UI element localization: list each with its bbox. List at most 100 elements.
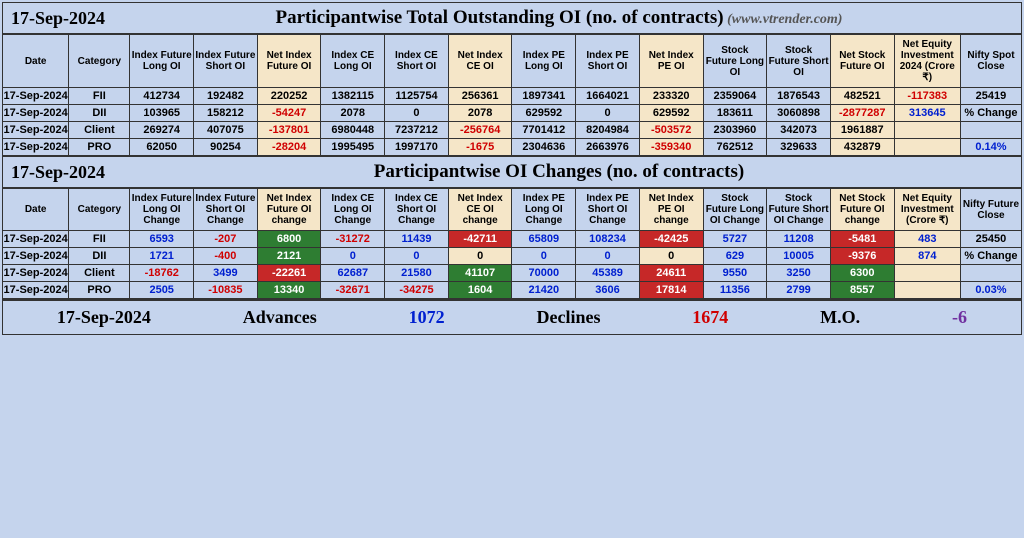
cell-value: 11439 bbox=[385, 231, 449, 248]
cell-value bbox=[960, 122, 1021, 139]
cell-value: 0 bbox=[385, 105, 449, 122]
cell-value: -22261 bbox=[257, 265, 321, 282]
cell-value: -10835 bbox=[194, 282, 258, 299]
oi-changes-table: DateCategoryIndex Future Long OI ChangeI… bbox=[2, 188, 1022, 299]
cell-date: 17-Sep-2024 bbox=[3, 265, 69, 282]
cell-value: 8204984 bbox=[576, 122, 640, 139]
col-header: Date bbox=[3, 189, 69, 231]
footer-adv: 1072 bbox=[409, 307, 445, 328]
col-header: Net Index Future OI change bbox=[257, 189, 321, 231]
cell-value: 629 bbox=[703, 248, 767, 265]
cell-value: 220252 bbox=[257, 88, 321, 105]
col-header: Index Future Short OI bbox=[194, 35, 258, 88]
cell-value: 108234 bbox=[576, 231, 640, 248]
col-header: Index CE Long OI bbox=[321, 35, 385, 88]
cell-value: 8557 bbox=[830, 282, 894, 299]
col-header: Net Index CE OI change bbox=[448, 189, 512, 231]
cell-value: -42711 bbox=[448, 231, 512, 248]
cell-value: 2304636 bbox=[512, 139, 576, 156]
cell-value: -5481 bbox=[830, 231, 894, 248]
cell-value: 342073 bbox=[767, 122, 831, 139]
col-header: Net Stock Future OI change bbox=[830, 189, 894, 231]
cell-value: -359340 bbox=[639, 139, 703, 156]
cell-value: 1995495 bbox=[321, 139, 385, 156]
title-date: 17-Sep-2024 bbox=[11, 162, 105, 183]
cell-value: 2078 bbox=[321, 105, 385, 122]
col-header: Stock Future Short OI Change bbox=[767, 189, 831, 231]
cell-value: 407075 bbox=[194, 122, 258, 139]
cell-value: 192482 bbox=[194, 88, 258, 105]
cell-value: 41107 bbox=[448, 265, 512, 282]
cell-value: 233320 bbox=[639, 88, 703, 105]
cell-value: 0.14% bbox=[960, 139, 1021, 156]
cell-value: 25419 bbox=[960, 88, 1021, 105]
cell-value: 24611 bbox=[639, 265, 703, 282]
col-header: Nifty Spot Close bbox=[960, 35, 1021, 88]
cell-value: -256764 bbox=[448, 122, 512, 139]
cell-value: -28204 bbox=[257, 139, 321, 156]
cell-value: 21420 bbox=[512, 282, 576, 299]
cell-value: 70000 bbox=[512, 265, 576, 282]
col-header: Index CE Short OI bbox=[385, 35, 449, 88]
footer-row: 17-Sep-2024Advances1072Declines1674M.O.-… bbox=[2, 299, 1022, 335]
cell-value: 762512 bbox=[703, 139, 767, 156]
table-row: 17-Sep-2024Client-187623499-222616268721… bbox=[3, 265, 1022, 282]
cell-value: 62687 bbox=[321, 265, 385, 282]
cell-value: 7237212 bbox=[385, 122, 449, 139]
cell-value bbox=[960, 265, 1021, 282]
cell-value: % Change bbox=[960, 248, 1021, 265]
footer-adv-label: Advances bbox=[243, 307, 317, 328]
cell-value: 432879 bbox=[830, 139, 894, 156]
cell-value: 6980448 bbox=[321, 122, 385, 139]
cell-value: 0 bbox=[512, 248, 576, 265]
title-date: 17-Sep-2024 bbox=[11, 8, 105, 29]
cell-value: 269274 bbox=[130, 122, 194, 139]
cell-value: -117383 bbox=[894, 88, 960, 105]
table-row: 17-Sep-2024DII103965158212-5424720780207… bbox=[3, 105, 1022, 122]
col-header: Nifty Future Close bbox=[960, 189, 1021, 231]
cell-date: 17-Sep-2024 bbox=[3, 282, 69, 299]
cell-value: -1675 bbox=[448, 139, 512, 156]
col-header: Net Index Future OI bbox=[257, 35, 321, 88]
cell-value: 2121 bbox=[257, 248, 321, 265]
cell-value: 11208 bbox=[767, 231, 831, 248]
cell-value: 1664021 bbox=[576, 88, 640, 105]
col-header: Stock Future Long OI Change bbox=[703, 189, 767, 231]
table-row: 17-Sep-2024DII1721-400212100000062910005… bbox=[3, 248, 1022, 265]
cell-value: 3499 bbox=[194, 265, 258, 282]
col-header: Stock Future Short OI bbox=[767, 35, 831, 88]
cell-value: -2877287 bbox=[830, 105, 894, 122]
cell-date: 17-Sep-2024 bbox=[3, 139, 69, 156]
cell-value: 158212 bbox=[194, 105, 258, 122]
col-header: Net Stock Future OI bbox=[830, 35, 894, 88]
cell-value: 0 bbox=[576, 105, 640, 122]
footer-date: 17-Sep-2024 bbox=[57, 307, 151, 328]
col-header: Stock Future Long OI bbox=[703, 35, 767, 88]
cell-value: 1876543 bbox=[767, 88, 831, 105]
cell-value bbox=[894, 265, 960, 282]
cell-value: 3060898 bbox=[767, 105, 831, 122]
cell-value: -137801 bbox=[257, 122, 321, 139]
cell-value: 482521 bbox=[830, 88, 894, 105]
cell-date: 17-Sep-2024 bbox=[3, 231, 69, 248]
col-header: Index CE Short OI Change bbox=[385, 189, 449, 231]
cell-value: 329633 bbox=[767, 139, 831, 156]
cell-value: 5727 bbox=[703, 231, 767, 248]
cell-value: 2303960 bbox=[703, 122, 767, 139]
cell-date: 17-Sep-2024 bbox=[3, 248, 69, 265]
cell-value: -503572 bbox=[639, 122, 703, 139]
cell-value: 0 bbox=[576, 248, 640, 265]
col-header: Net Equity Investment 2024 (Crore ₹) bbox=[894, 35, 960, 88]
cell-value: 483 bbox=[894, 231, 960, 248]
col-header: Index PE Long OI bbox=[512, 35, 576, 88]
table-row: 17-Sep-2024PRO6205090254-282041995495199… bbox=[3, 139, 1022, 156]
cell-value: 1997170 bbox=[385, 139, 449, 156]
cell-category: PRO bbox=[69, 282, 130, 299]
cell-value: 10005 bbox=[767, 248, 831, 265]
cell-category: PRO bbox=[69, 139, 130, 156]
title-main: Participantwise OI Changes (no. of contr… bbox=[105, 161, 1013, 183]
col-header: Index Future Long OI bbox=[130, 35, 194, 88]
cell-category: DII bbox=[69, 105, 130, 122]
table-row: 17-Sep-2024PRO2505-1083513340-32671-3427… bbox=[3, 282, 1022, 299]
cell-value: 2799 bbox=[767, 282, 831, 299]
